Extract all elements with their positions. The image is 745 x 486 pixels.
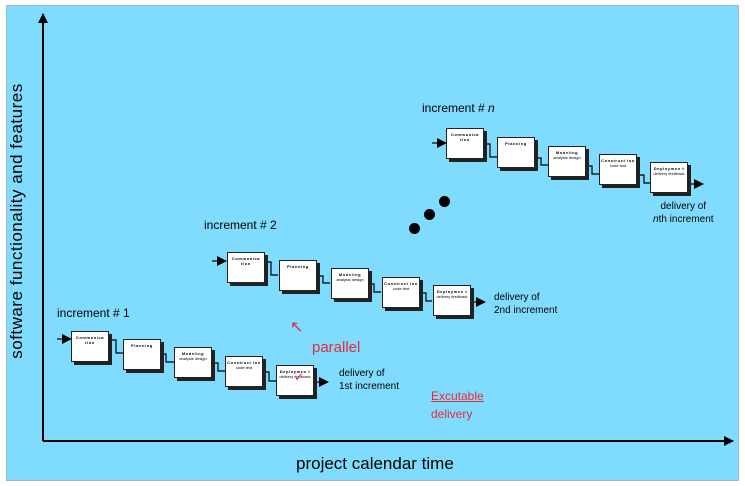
parallel-arrow-icon: ↖	[290, 319, 304, 336]
increment-1-delivery: delivery of 1st increment	[339, 368, 400, 392]
activity-box-deployment: Deploymen t delivery feedback	[276, 365, 314, 396]
increment-n-connectors	[432, 138, 704, 189]
increment-1-connectors	[57, 334, 329, 387]
diagram-background	[6, 5, 739, 481]
activity-box-communication: Communica tion	[446, 128, 484, 159]
activity-box-deployment: Deploymen t delivery feedback	[650, 162, 688, 193]
activity-box-modeling: Modeling analysis design	[548, 146, 586, 177]
activity-box-planning: Planning	[497, 137, 535, 168]
activity-box-communication: Communica tion	[71, 331, 109, 362]
activity-box-construction: Construct ion code test	[599, 154, 637, 185]
activity-box-planning: Planning	[123, 339, 161, 370]
parallel-annotation: parallel	[312, 339, 361, 356]
increment-2-delivery: delivery of 2nd increment	[494, 292, 558, 316]
ellipsis-dot	[424, 209, 435, 220]
increment-n-title: increment # n	[422, 101, 495, 115]
excutable-delivery-annotation: Excutable delivery	[431, 389, 484, 421]
ellipsis-dot	[439, 196, 450, 207]
activity-box-modeling: Modeling analysis design	[331, 268, 369, 299]
ellipsis-dot	[409, 223, 420, 234]
activity-box-modeling: Modeling analysis design	[174, 347, 212, 378]
activity-box-deployment: Deploymen t delivery feedback	[433, 285, 471, 316]
increment-1-title: increment # 1	[57, 306, 130, 320]
activity-box-construction: Construct ion code test	[225, 356, 263, 387]
increment-2-connectors	[212, 256, 486, 307]
activity-box-planning: Planning	[279, 260, 317, 291]
activity-box-construction: Construct ion code test	[382, 277, 420, 308]
y-axis-label: software functionality and features	[7, 83, 26, 359]
check-mark-icon: ✓	[294, 370, 305, 384]
activity-box-communication: Communica tion	[227, 252, 265, 283]
x-axis-label: project calendar time	[296, 454, 454, 473]
increment-2-title: increment # 2	[204, 218, 277, 232]
increment-n-delivery: delivery of nth increment	[653, 201, 714, 225]
